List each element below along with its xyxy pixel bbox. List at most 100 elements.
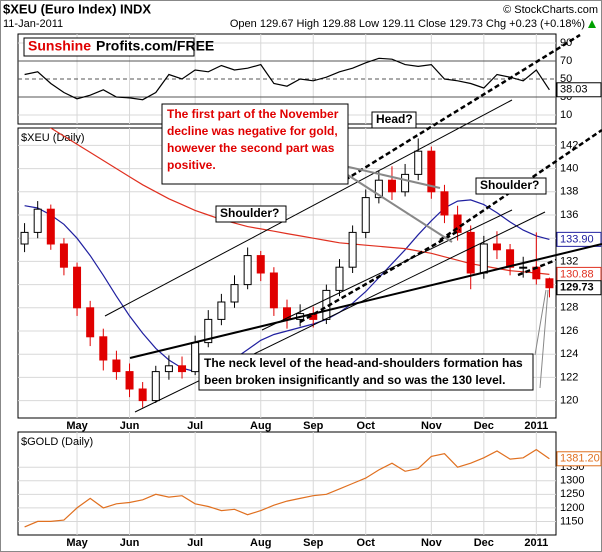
candle-body: [453, 214, 462, 233]
last-value: 38.03: [560, 84, 588, 96]
plot: [24, 57, 550, 101]
x-tick-label: Aug: [250, 537, 271, 549]
x-tick-label: Dec: [474, 420, 494, 432]
x-tick-label: Nov: [421, 420, 443, 432]
panel: [17, 431, 557, 536]
dashed-line: [517, 258, 557, 277]
date: 11-Jan-2011: [3, 18, 63, 30]
logo-part1: Sunshine: [28, 38, 91, 54]
y-tick-label: 138: [560, 186, 578, 198]
label-box: [475, 177, 547, 195]
y-tick-label: 122: [560, 371, 578, 383]
last-value: 130.88: [560, 268, 594, 280]
shoulder-label: Shoulder?: [220, 206, 279, 220]
candle-body: [545, 278, 554, 289]
candle-body: [427, 150, 436, 193]
label-box: [371, 111, 417, 129]
y-tick-label: 126: [560, 325, 578, 337]
candle-body: [387, 179, 396, 193]
annotation-box: [198, 353, 534, 391]
candle-body: [86, 307, 95, 338]
x-tick-label: May: [66, 537, 88, 549]
x-tick-label: Sep: [303, 537, 323, 549]
candle-body: [269, 272, 278, 309]
y-tick-label: 70: [560, 55, 572, 67]
x-tick-label: Jun: [120, 537, 140, 549]
series-line: [24, 448, 550, 528]
candle-body: [361, 197, 370, 233]
candle-body: [73, 266, 82, 309]
candle-body: [335, 266, 344, 291]
dashed-line: [344, 33, 581, 182]
y-tick-label: 132: [560, 255, 578, 267]
x-tick-label: 2011: [524, 537, 548, 549]
candle-body: [178, 365, 187, 373]
x-tick-label: Nov: [421, 537, 443, 549]
annotation: been broken insignificantly and so was t…: [204, 373, 505, 387]
series-line: [24, 199, 550, 373]
plot: [24, 448, 550, 528]
candle-body: [401, 173, 410, 193]
x-tick-label: Oct: [357, 537, 376, 549]
label-box: [215, 205, 287, 223]
annotation: The first part of the November: [167, 107, 339, 121]
pointer: [339, 164, 453, 243]
candle-body: [479, 243, 488, 274]
pointer: [534, 289, 549, 389]
y-tick-label: 120: [560, 395, 578, 407]
candle-body: [348, 231, 357, 268]
copyright: © StockCharts.com: [503, 4, 598, 16]
candle-body: [20, 231, 29, 245]
candle-body: [256, 255, 265, 274]
y-tick-label: 1250: [560, 488, 584, 500]
candle-body: [112, 359, 121, 373]
candle-body: [466, 231, 475, 274]
shoulder-label: Shoulder?: [480, 178, 539, 192]
candle-body: [519, 266, 528, 269]
last-value-box: [556, 451, 602, 467]
candle-body: [164, 365, 173, 373]
candle-body: [204, 318, 213, 344]
last-value: 1381.20: [560, 453, 600, 465]
last-value-box: [556, 280, 602, 296]
candle-body: [138, 388, 147, 402]
y-tick-label: 1300: [560, 475, 584, 487]
y-tick-label: 50: [560, 73, 572, 85]
x-tick-label: Dec: [474, 537, 494, 549]
candle-body: [374, 179, 383, 199]
logo-box: [23, 37, 195, 57]
logo-part2: Profits.com/FREE: [96, 38, 214, 54]
candle-body: [59, 243, 68, 268]
candle-body: [191, 342, 200, 373]
last-value: 133.90: [560, 233, 594, 245]
candle-body: [230, 284, 239, 303]
series-line: [49, 128, 550, 275]
y-tick-label: 142: [560, 139, 578, 151]
x-tick-label: Sep: [303, 420, 323, 432]
channel-line: [104, 99, 513, 317]
x-tick-label: Jul: [187, 420, 203, 432]
annotation: The neck level of the head-and-shoulders…: [204, 356, 523, 370]
candle-body: [217, 301, 226, 320]
annotation: however the second part was: [167, 141, 335, 155]
y-tick-label: 1150: [560, 515, 584, 527]
annotation: positive.: [167, 158, 216, 172]
candle-body: [99, 336, 108, 361]
x-tick-label: Aug: [250, 420, 271, 432]
y-tick-label: 10: [560, 109, 572, 121]
x-tick-label: 2011: [524, 420, 548, 432]
x-tick-label: May: [66, 420, 88, 432]
title: $XEU (Euro Index) INDX: [3, 1, 151, 16]
last-value: 129.73: [560, 282, 594, 294]
annotation-box: [161, 103, 349, 185]
dashed-line: [299, 228, 461, 324]
head-label: Head?: [376, 112, 413, 126]
candle-body: [243, 255, 252, 286]
x-tick-label: Oct: [357, 420, 376, 432]
candle-body: [46, 208, 55, 245]
x-tick-label: Jun: [120, 420, 140, 432]
y-tick-label: 140: [560, 163, 578, 175]
series-line: [24, 57, 550, 101]
neckline: [129, 243, 602, 359]
